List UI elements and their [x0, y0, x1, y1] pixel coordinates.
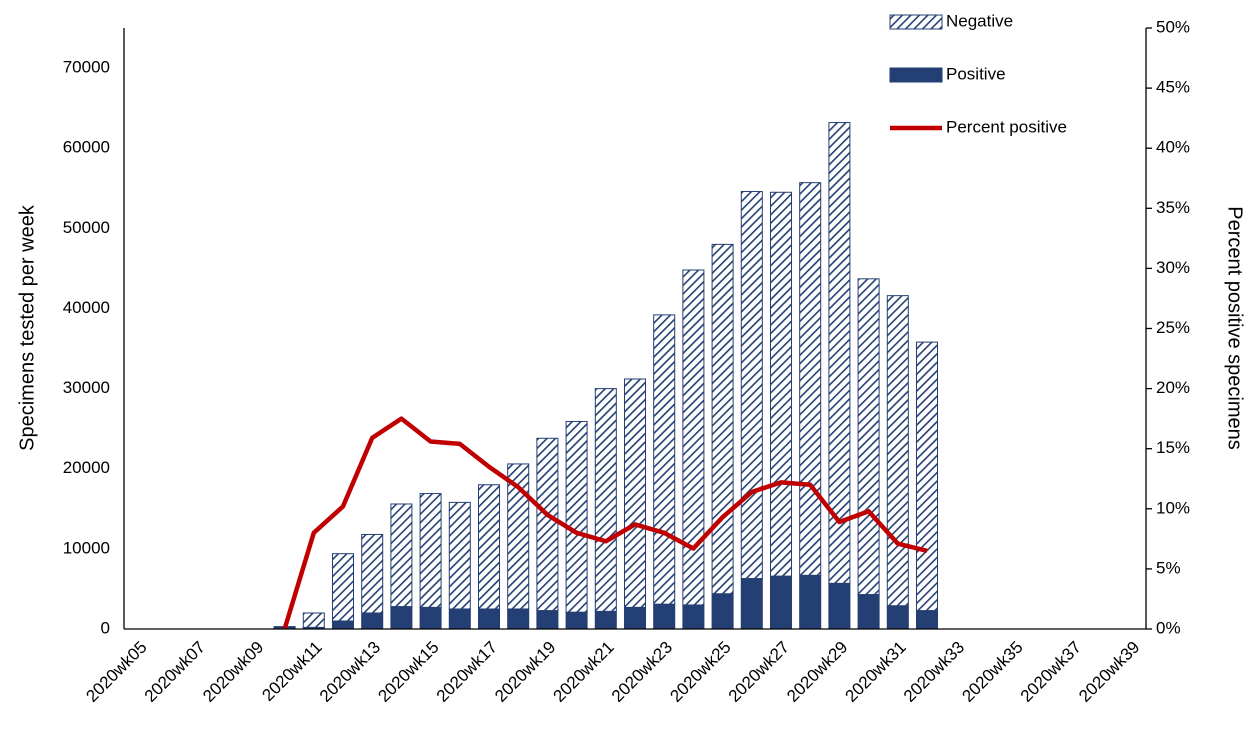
y2-tick-label: 0%: [1156, 618, 1181, 637]
x-tick-label: 2020wk23: [608, 638, 676, 706]
bar-segment: [857, 594, 880, 630]
y-tick-label: 50000: [63, 218, 110, 237]
bar-segment: [799, 574, 822, 630]
bar-segment: [711, 243, 734, 595]
y-tick-label: 20000: [63, 458, 110, 477]
bar-segment: [361, 612, 384, 630]
legend-swatch: [889, 14, 943, 30]
legend-label: Negative: [946, 11, 1013, 30]
bar-segment: [828, 122, 851, 584]
bar-segment: [828, 582, 851, 630]
bar-segment: [331, 620, 355, 630]
bar-segment: [799, 182, 822, 576]
x-tick-label: 2020wk33: [900, 638, 968, 706]
x-tick-label: 2020wk31: [842, 638, 910, 706]
y-tick-label: 30000: [63, 378, 110, 397]
bar-segment: [390, 503, 413, 608]
bar-segment: [390, 606, 413, 630]
legend-label: Positive: [946, 64, 1006, 83]
y2-tick-label: 45%: [1156, 78, 1190, 97]
x-tick-label: 2020wk21: [550, 638, 618, 706]
bar-segment: [419, 493, 442, 608]
bar-segment: [682, 604, 705, 630]
x-tick-label: 2020wk39: [1075, 638, 1143, 706]
x-tick-label: 2020wk15: [374, 638, 442, 706]
x-tick-label: 2020wk17: [433, 638, 501, 706]
legend-swatch: [889, 67, 943, 83]
bar-segment: [915, 610, 939, 630]
y-tick-label: 0: [101, 618, 110, 637]
bar-segment: [448, 501, 471, 610]
bar-segment: [769, 575, 793, 630]
x-tick-label: 2020wk37: [1017, 638, 1085, 706]
x-tick-label: 2020wk29: [783, 638, 851, 706]
y2-axis-title: Percent positive specimens: [1224, 206, 1246, 449]
y-axis-title: Specimens tested per week: [16, 204, 38, 451]
bar-segment: [653, 314, 676, 605]
y2-tick-label: 15%: [1156, 438, 1190, 457]
bar-segment: [857, 278, 880, 596]
x-tick-label: 2020wk35: [958, 638, 1026, 706]
y2-tick-label: 40%: [1156, 138, 1190, 157]
bar-segment: [623, 606, 647, 630]
bar-segment: [565, 420, 588, 613]
x-tick-label: 2020wk19: [491, 638, 559, 706]
bar-segment: [419, 606, 442, 630]
line-series: [282, 416, 928, 630]
legend-label: Percent positive: [946, 117, 1067, 136]
x-tick-label: 2020wk27: [725, 638, 793, 706]
y-tick-label: 70000: [63, 58, 110, 77]
y2-tick-label: 25%: [1156, 318, 1190, 337]
y2-tick-label: 5%: [1156, 558, 1181, 577]
bar-segment: [448, 608, 471, 630]
bar-segment: [507, 463, 530, 610]
y-tick-label: 60000: [63, 138, 110, 157]
bar-segment: [653, 603, 676, 630]
bar-segment: [477, 484, 501, 610]
bar-segment: [594, 388, 617, 612]
bar-segment: [711, 593, 734, 630]
bar-segment: [769, 191, 793, 577]
bar-segment: [536, 610, 559, 630]
y-tick-label: 40000: [63, 298, 110, 317]
y2-tick-label: 20%: [1156, 378, 1190, 397]
x-tick-label: 2020wk05: [82, 638, 150, 706]
bar-segment: [682, 269, 705, 606]
y2-tick-label: 10%: [1156, 498, 1190, 517]
bar-segment: [565, 611, 588, 630]
bar-segment: [886, 295, 909, 607]
bar-segment: [886, 605, 909, 630]
bar-segment: [477, 608, 501, 630]
bar-segment: [915, 341, 939, 612]
x-tick-label: 2020wk11: [258, 638, 325, 705]
x-tick-label: 2020wk09: [199, 638, 267, 706]
y-tick-label: 10000: [63, 538, 110, 557]
y2-tick-label: 50%: [1156, 17, 1190, 36]
bar-segment: [623, 378, 647, 608]
bar-segment: [536, 437, 559, 612]
bar-segment: [331, 553, 355, 622]
bar-segment: [594, 610, 617, 630]
bar-segment: [507, 608, 530, 630]
y2-tick-label: 30%: [1156, 258, 1190, 277]
bar-segment: [740, 190, 763, 580]
y2-tick-label: 35%: [1156, 198, 1190, 217]
bar-segment: [361, 533, 384, 614]
bar-segment: [740, 578, 763, 630]
x-tick-label: 2020wk13: [316, 638, 384, 706]
x-tick-label: 2020wk25: [666, 638, 734, 706]
x-tick-label: 2020wk07: [141, 638, 209, 706]
bar-segment: [302, 612, 325, 628]
